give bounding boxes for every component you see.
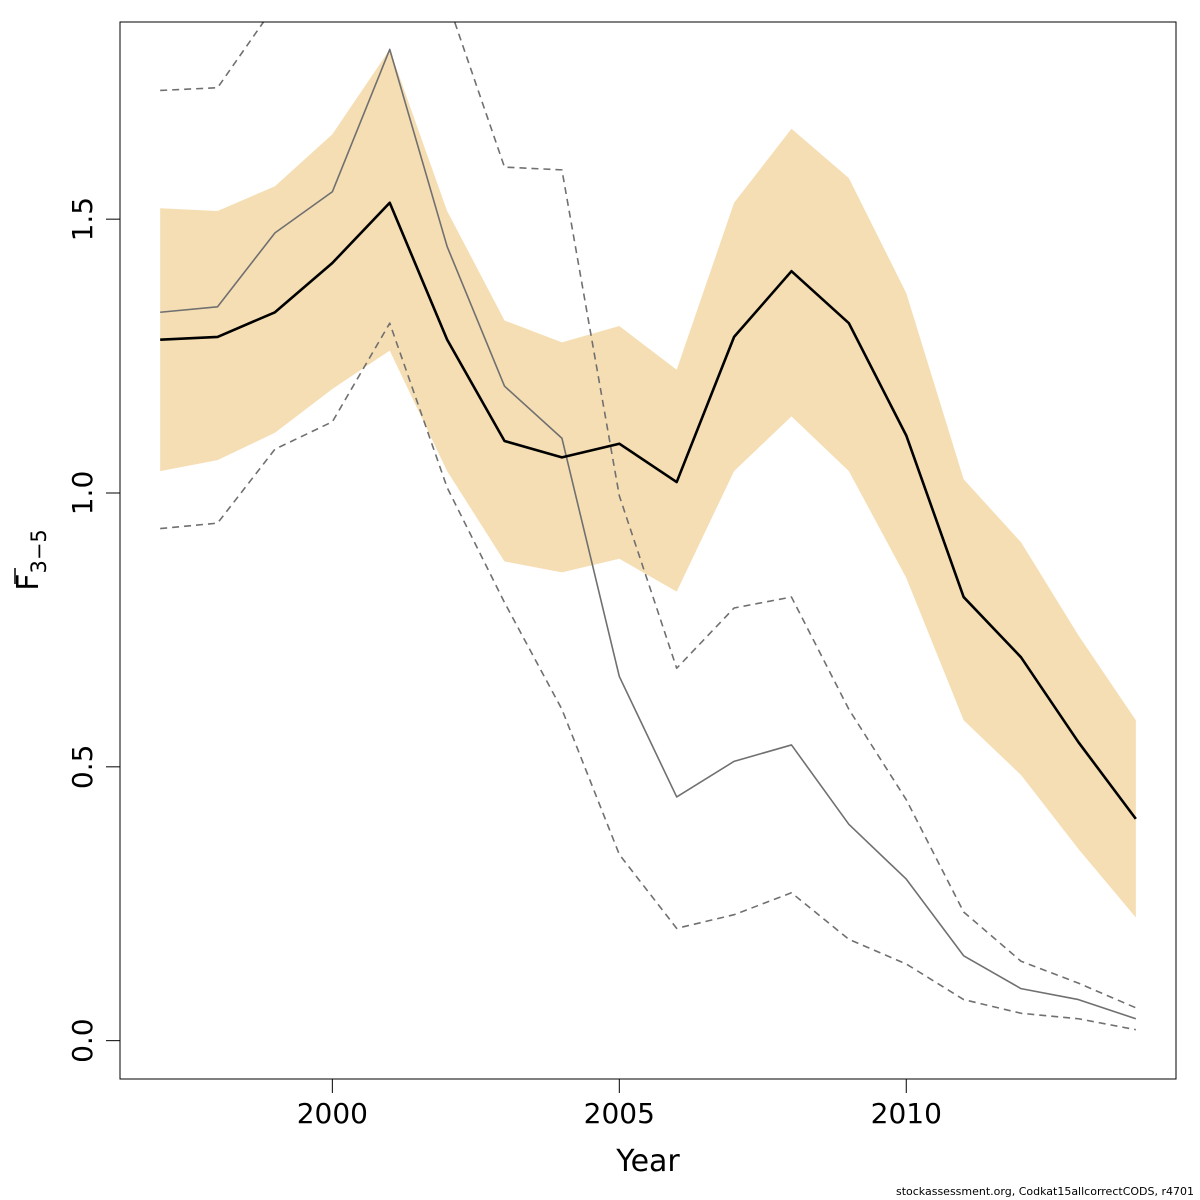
y-axis-title: F3−5 (11, 529, 51, 591)
plot-area (160, 22, 1137, 1031)
series-line-alternative-estimate (160, 48, 1137, 1020)
x-axis-title: Year (615, 1144, 680, 1179)
x-tick-label: 2005 (584, 1097, 655, 1130)
y-axis-title-subscript: 3−5 (27, 529, 51, 573)
y-tick-label: 1.0 (66, 471, 99, 516)
y-axis: 0.0 0.5 1.0 1.5 (66, 197, 121, 1063)
series-line-alternative-upper-bound (160, 22, 1137, 1009)
x-axis: 2000 2005 2010 (297, 1078, 942, 1130)
series-line-alternative-lower-bound (160, 322, 1136, 1031)
y-tick-label: 0.0 (66, 1018, 99, 1063)
series-line-estimate (160, 201, 1137, 820)
y-tick-label: 0.5 (66, 745, 99, 790)
y-axis-title-main: F (11, 574, 46, 591)
x-tick-label: 2010 (871, 1097, 942, 1130)
x-tick-label: 2000 (297, 1097, 368, 1130)
source-credit: stockassessment.org, Codkat15allcorrectC… (895, 1185, 1194, 1198)
svg-text:F3−5: F3−5 (11, 529, 51, 591)
confidence-band (160, 49, 1136, 918)
y-tick-label: 1.5 (66, 197, 99, 242)
